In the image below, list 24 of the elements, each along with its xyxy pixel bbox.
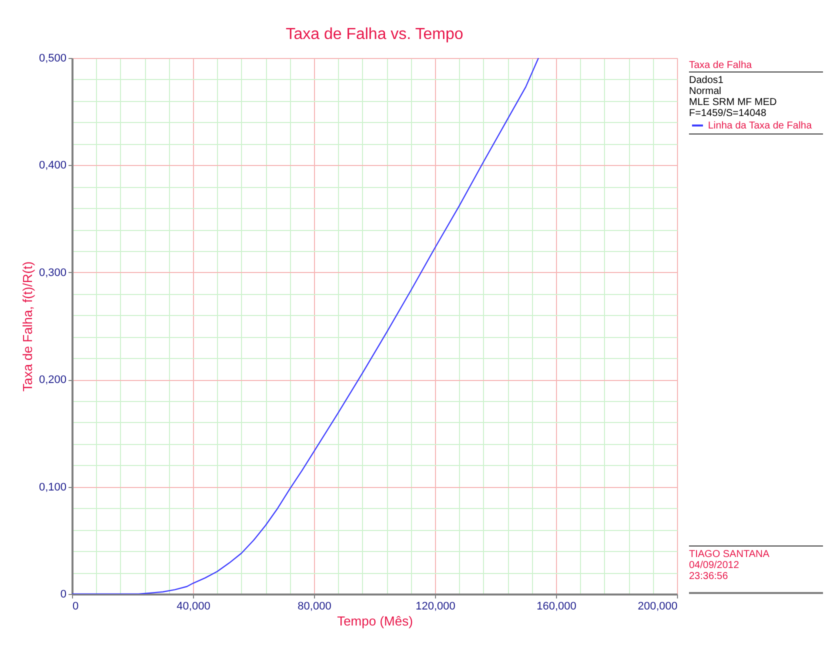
text: Dados1 [689,75,724,86]
text: Normal [689,86,722,97]
chart-title: Taxa de Falha vs. Tempo [286,26,464,43]
y-tick-label: 0,200 [38,374,66,386]
x-tick-label: 40,000 [176,600,210,612]
legend-label: Linha da Taxa de Falha [708,120,812,132]
y-tick-label: 0,500 [38,52,66,64]
text: MLE SRM MF MED [689,97,777,108]
text: 04/09/2012 [689,560,740,571]
legend-title: Taxa de Falha [689,60,752,71]
y-tick-label: 0 [60,588,66,600]
x-tick-label: 80,000 [298,600,332,612]
x-tick-label: 200,000 [638,600,678,612]
y-tick-label: 0,100 [38,481,66,494]
text: F=1459/S=14048 [689,108,767,119]
y-tick-label: 0,300 [38,266,66,279]
text: 23:36:56 [689,571,728,582]
y-tick-label: 0,400 [38,160,66,172]
text: TIAGO SANTANA [689,549,770,560]
y-axis-title: Taxa de Falha, f(t)/R(t) [20,261,35,392]
x-tick-label: 0 [72,600,79,612]
x-axis-title: Tempo (Mês) [337,614,413,628]
x-tick-label: 120,000 [416,600,456,612]
x-tick-label: 160,000 [536,600,576,612]
